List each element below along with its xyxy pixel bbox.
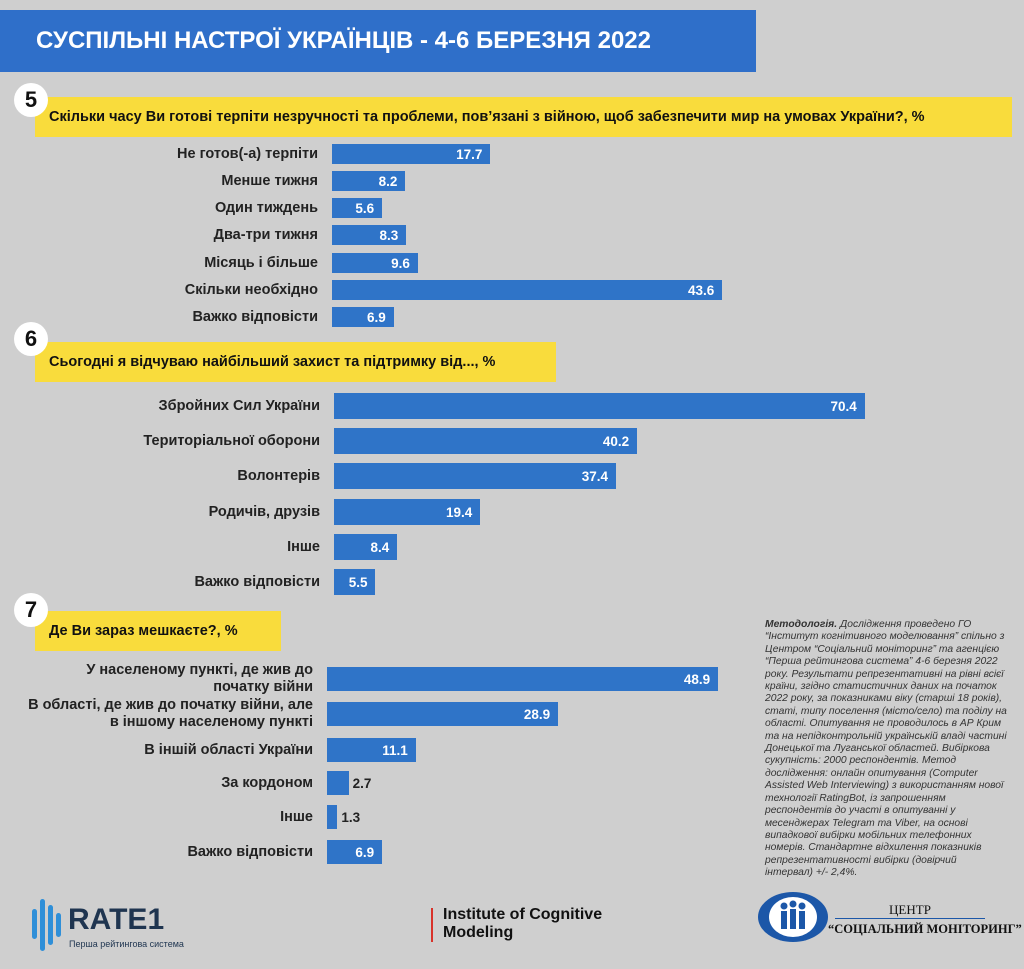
category-label: Важко відповісти [192,308,318,325]
icm-line [431,908,433,942]
bar [327,702,559,726]
category-label: Не готов(-а) терпіти [177,145,318,162]
value-label: 28.9 [523,706,551,722]
question-number: 7 [14,593,48,627]
rate1-logo: RATE1 [68,903,165,936]
csm-line1: ЦЕНТР [889,902,931,917]
bar [332,280,723,300]
question-box: Сьогодні я відчуваю найбільший захист та… [35,342,556,382]
value-label: 6.9 [355,844,375,860]
value-label: 8.3 [379,227,399,243]
bar [332,225,407,245]
value-label: 17.7 [456,146,483,162]
bar [327,771,349,795]
bar [327,667,719,691]
category-label: Інше [287,538,320,555]
header-band [0,10,756,72]
page-title: СУСПІЛЬНІ НАСТРОЇ УКРАЇНЦІВ - 4-6 БЕРЕЗН… [36,27,651,54]
value-label: 48.9 [683,671,711,687]
bar [327,805,338,829]
category-label: В області, де жив до початку війни, але … [28,697,313,730]
value-label: 9.6 [391,255,410,271]
category-label: Збройних Сил України [158,397,320,414]
category-label: За кордоном [221,774,313,791]
csm-icon [758,892,828,942]
category-label: Один тиждень [214,199,318,216]
bar [332,144,491,164]
icm-logo: Institute of Cognitive Modeling [443,906,603,941]
methodology-label: Методологія. [765,619,838,630]
value-label: 5.5 [348,574,368,590]
value-label: 37.4 [581,468,608,484]
bar [334,499,481,525]
bar [332,171,406,191]
csm-line2: “СОЦІАЛЬНИЙ МОНІТОРИНГ” [828,922,1022,936]
category-label: В іншій області України [144,741,313,758]
rate1-icon [32,899,61,951]
category-label: Інше [280,808,313,825]
value-label: 8.4 [370,539,390,555]
question-box: Скільки часу Ви готові терпіти незручнос… [35,97,1012,137]
bar [334,569,376,595]
value-label: 11.1 [382,742,408,758]
csm-rule [835,918,985,919]
methodology-text: Дослідження проведено ГО “Інститут когні… [765,619,1007,879]
bar [327,738,416,762]
category-label: Територіальної оборони [143,432,320,449]
category-label: Скільки необхідно [184,281,318,298]
bar [334,393,865,419]
category-label: Важко відповісти [194,573,320,590]
bar [334,463,616,489]
value-label: 5.6 [355,200,375,216]
category-label: У населеному пункті, де жив до початку в… [86,662,313,695]
category-label: Місяць і більше [204,254,318,271]
methodology: Методологія. Дослідження проведено ГО “І… [765,619,1007,880]
value-label: 40.2 [602,433,630,449]
value-label: 19.4 [445,504,473,520]
question-box: Де Ви зараз мешкаєте?, % [35,611,281,651]
category-label: Родичів, друзів [208,503,320,520]
value-label: 43.6 [687,282,715,298]
category-label: Менше тижня [221,172,318,189]
rate1-subtitle: Перша рейтингова система [69,939,184,949]
question-number: 6 [14,322,48,356]
value-label: 70.4 [830,398,857,414]
category-label: Важко відповісти [187,843,313,860]
category-label: Волонтерів [237,467,320,484]
category-label: Два-три тижня [213,226,318,243]
bar [334,428,638,454]
value-label: 6.9 [366,309,386,325]
value-label: 2.7 [352,775,372,791]
bar [332,307,394,327]
bar [327,840,383,864]
bar [334,534,398,560]
value-label: 8.2 [378,173,398,189]
question-number: 5 [14,83,48,117]
value-label: 1.3 [341,809,361,825]
bar [332,253,418,273]
bar [332,198,383,218]
